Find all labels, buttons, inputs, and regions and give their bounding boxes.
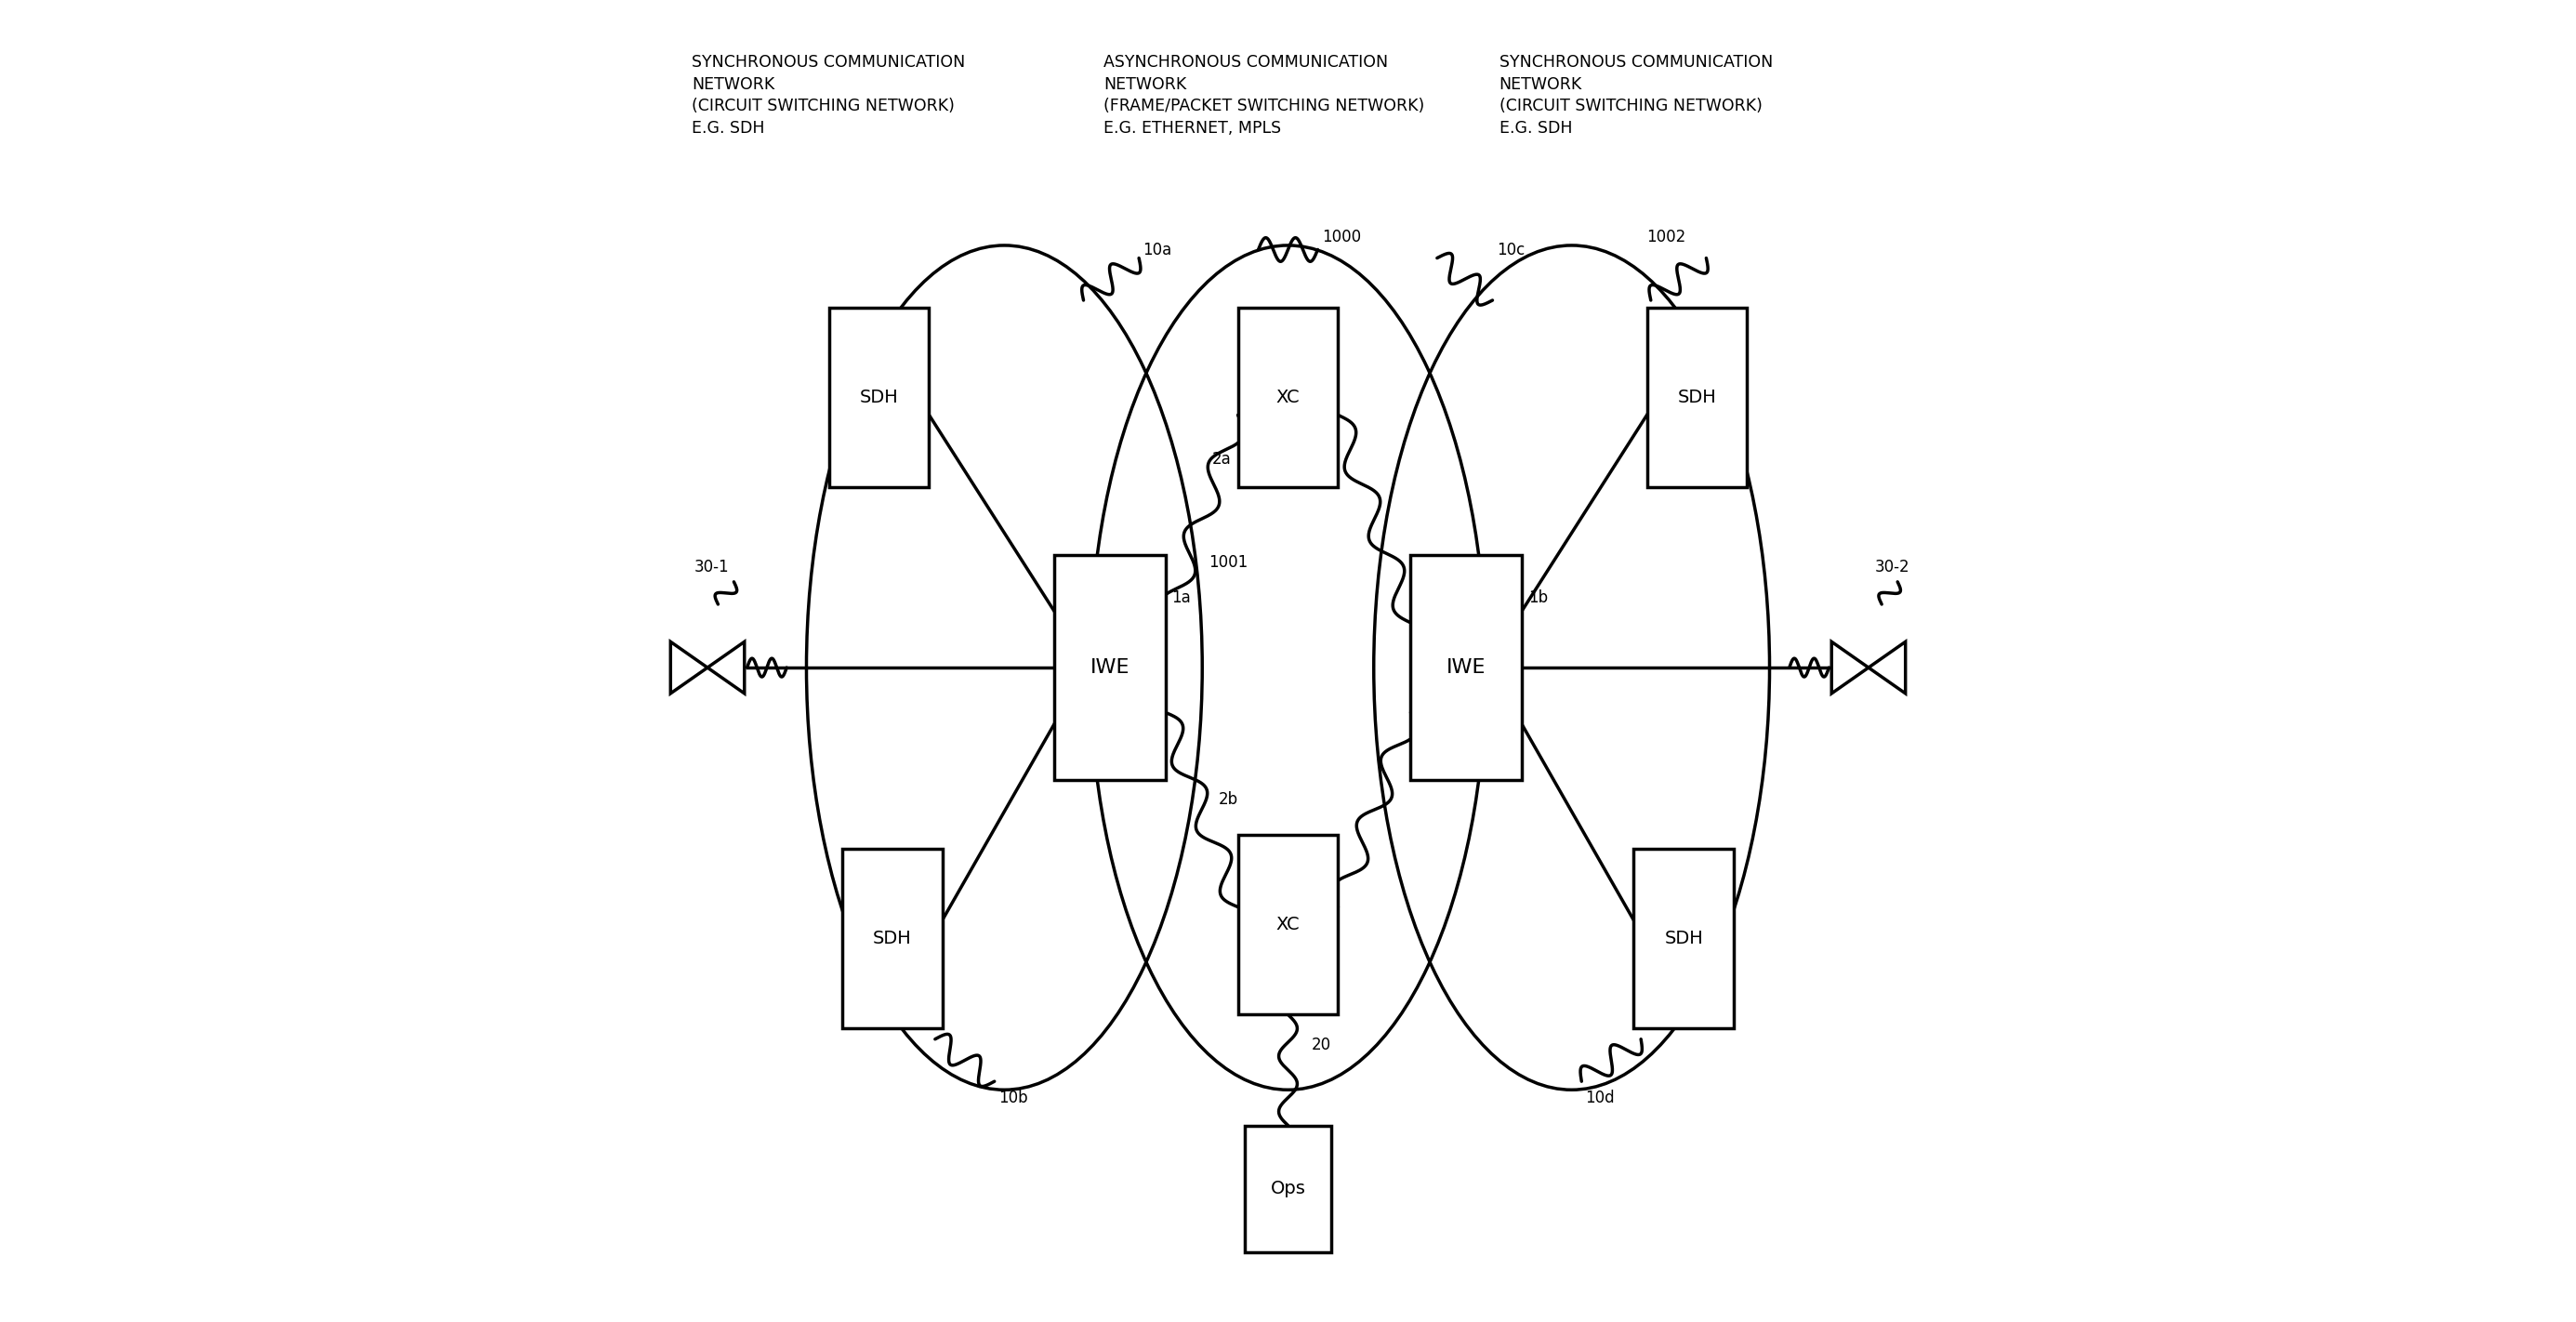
Text: 1000: 1000 [1321, 229, 1360, 246]
Text: 1002: 1002 [1646, 229, 1687, 246]
Text: 30-2: 30-2 [1875, 558, 1909, 575]
Text: 10b: 10b [999, 1089, 1028, 1107]
Text: 2b: 2b [1218, 792, 1239, 808]
Text: IWE: IWE [1445, 658, 1486, 677]
Text: XC: XC [1275, 916, 1301, 933]
Text: ASYNCHRONOUS COMMUNICATION
NETWORK
(FRAME/PACKET SWITCHING NETWORK)
E.G. ETHERNE: ASYNCHRONOUS COMMUNICATION NETWORK (FRAM… [1103, 54, 1425, 136]
Bar [1412, 555, 1522, 780]
Text: SYNCHRONOUS COMMUNICATION
NETWORK
(CIRCUIT SWITCHING NETWORK)
E.G. SDH: SYNCHRONOUS COMMUNICATION NETWORK (CIRCU… [1499, 54, 1772, 136]
Text: 20: 20 [1311, 1036, 1332, 1052]
Text: 10c: 10c [1497, 242, 1525, 258]
Text: SDH: SDH [1677, 389, 1716, 406]
Text: 30-1: 30-1 [696, 558, 729, 575]
Text: 10a: 10a [1144, 242, 1172, 258]
Text: 1001: 1001 [1208, 554, 1249, 570]
Text: SYNCHRONOUS COMMUNICATION
NETWORK
(CIRCUIT SWITCHING NETWORK)
E.G. SDH: SYNCHRONOUS COMMUNICATION NETWORK (CIRCU… [690, 54, 966, 136]
Text: XC: XC [1275, 389, 1301, 406]
Bar [1646, 308, 1747, 486]
Text: 10d: 10d [1584, 1089, 1615, 1107]
Bar [1244, 1125, 1332, 1252]
Text: SDH: SDH [860, 389, 899, 406]
Bar [829, 308, 930, 486]
Text: Ops: Ops [1270, 1181, 1306, 1198]
Text: SDH: SDH [873, 929, 912, 947]
Text: 1a: 1a [1172, 590, 1190, 605]
Text: SDH: SDH [1664, 929, 1703, 947]
Bar [842, 849, 943, 1027]
Text: IWE: IWE [1090, 658, 1131, 677]
Bar [1054, 555, 1164, 780]
Text: 2a: 2a [1211, 451, 1231, 468]
Text: 1b: 1b [1528, 590, 1548, 605]
Bar [1239, 836, 1337, 1014]
Bar [1239, 308, 1337, 486]
Bar [1633, 849, 1734, 1027]
